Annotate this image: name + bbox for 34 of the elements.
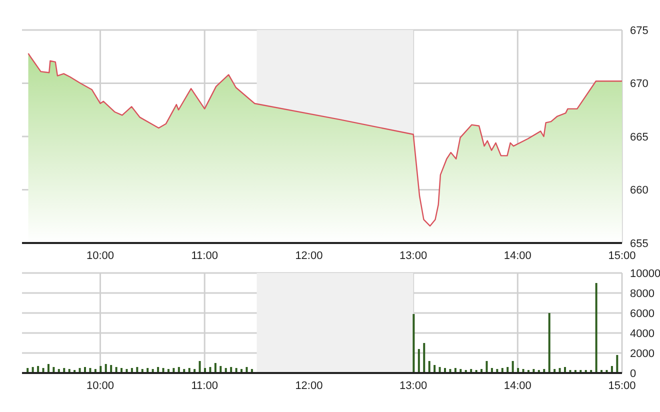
bar — [512, 361, 514, 373]
y-tick-label: 0 — [630, 368, 636, 380]
y-tick-label: 660 — [630, 184, 648, 197]
bar — [198, 361, 201, 373]
x-tick-label: 11:00 — [191, 250, 218, 262]
x-tick-label: 12:00 — [295, 380, 323, 392]
bar — [418, 349, 420, 373]
y-tick-label: 10000 — [630, 268, 660, 280]
x-tick-label: 14:00 — [504, 250, 532, 262]
y-tick-label: 8000 — [630, 288, 654, 300]
bar — [214, 363, 216, 373]
bar — [423, 343, 426, 373]
x-tick-label: 13:00 — [400, 250, 428, 262]
bar — [548, 313, 550, 373]
y-tick-label: 2000 — [630, 348, 654, 360]
bar — [595, 283, 598, 373]
y-tick-label: 665 — [630, 131, 648, 144]
x-tick-label: 11:00 — [191, 380, 218, 392]
bar — [616, 355, 618, 373]
bar — [486, 361, 488, 373]
y-tick-label: 6000 — [630, 308, 654, 320]
x-tick-label: 10:00 — [86, 250, 114, 262]
bar — [428, 361, 430, 373]
bar — [412, 314, 415, 373]
x-tick-label: 14:00 — [504, 380, 532, 392]
y-tick-label: 675 — [630, 24, 648, 37]
y-tick-label: 670 — [630, 78, 648, 90]
x-tick-label: 12:00 — [295, 250, 323, 262]
y-tick-label: 4000 — [630, 328, 654, 340]
y-tick-label: 655 — [630, 238, 648, 250]
x-tick-label: 10:00 — [86, 380, 114, 392]
x-tick-label: 15:00 — [608, 250, 636, 262]
x-tick-label: 13:00 — [400, 380, 428, 392]
x-tick-label: 15:00 — [608, 380, 636, 392]
